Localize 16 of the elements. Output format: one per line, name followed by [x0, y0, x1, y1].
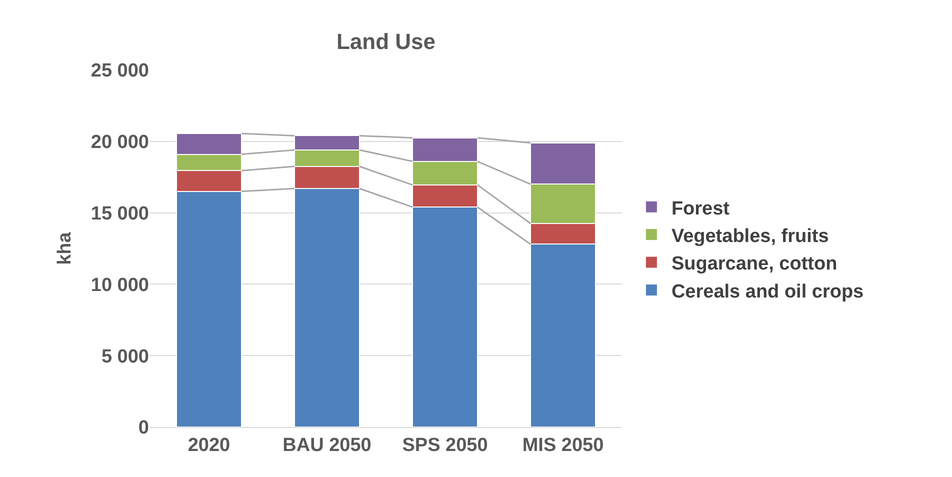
chart-title: Land Use — [336, 28, 436, 54]
legend-label: Sugarcane, cotton — [671, 254, 838, 275]
x-tick-label: BAU 2050 — [282, 434, 372, 456]
y-tick-label: 5 000 — [101, 346, 149, 368]
y-tick-label: 0 — [138, 418, 149, 439]
y-tick-label: 20 000 — [90, 132, 149, 154]
legend-label: Cereals and oil crops — [671, 281, 864, 302]
y-axis-title: kha — [54, 232, 76, 265]
y-tick-label: 25 000 — [90, 60, 149, 82]
y-tick-label: 15 000 — [90, 203, 149, 224]
y-tick-label: 10 000 — [90, 274, 149, 296]
x-tick-label: MIS 2050 — [522, 434, 604, 456]
x-tick-label: 2020 — [188, 434, 230, 456]
x-tick-label: SPS 2050 — [402, 434, 488, 456]
legend-label: Forest — [671, 198, 730, 220]
legend-label: Vegetables, fruits — [671, 226, 829, 247]
